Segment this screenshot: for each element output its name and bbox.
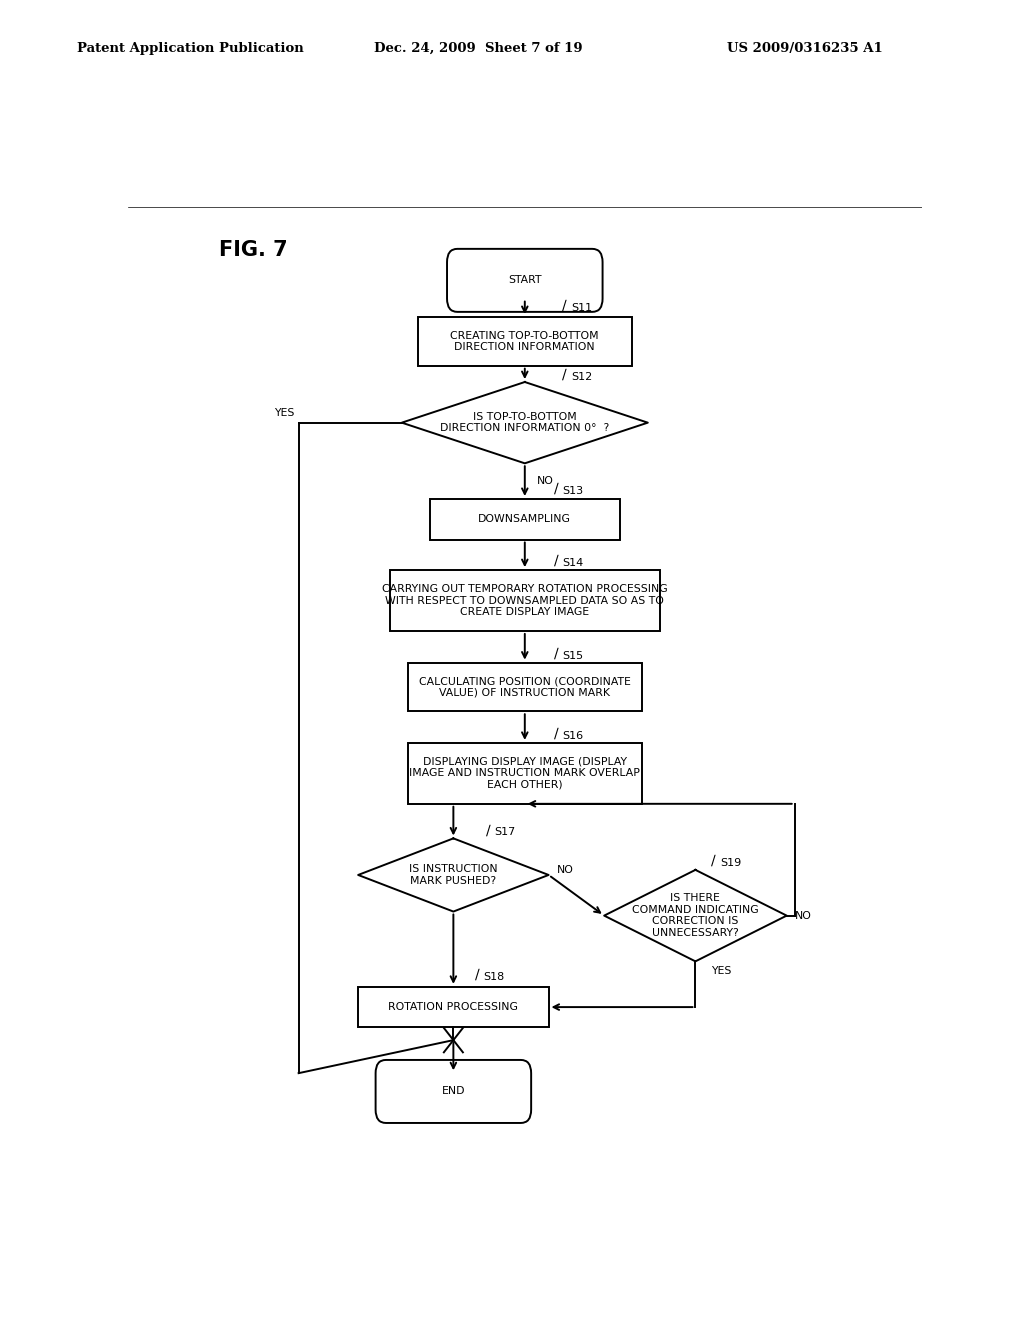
Text: ∕: ∕ (475, 968, 479, 982)
Text: DOWNSAMPLING: DOWNSAMPLING (478, 515, 571, 524)
Bar (408, 743, 642, 804)
Text: IS TOP-TO-BOTTOM
DIRECTION INFORMATION 0°  ?: IS TOP-TO-BOTTOM DIRECTION INFORMATION 0… (440, 412, 609, 433)
Bar (418, 317, 632, 366)
Text: Dec. 24, 2009  Sheet 7 of 19: Dec. 24, 2009 Sheet 7 of 19 (374, 42, 583, 55)
Text: ∕: ∕ (562, 298, 567, 313)
Text: CARRYING OUT TEMPORARY ROTATION PROCESSING
WITH RESPECT TO DOWNSAMPLED DATA SO A: CARRYING OUT TEMPORARY ROTATION PROCESSI… (382, 583, 668, 618)
Polygon shape (604, 870, 786, 961)
Text: ∕: ∕ (712, 854, 716, 867)
Bar (358, 987, 549, 1027)
Text: S11: S11 (570, 302, 592, 313)
Text: NO: NO (557, 865, 573, 875)
Polygon shape (401, 381, 648, 463)
Text: S19: S19 (720, 858, 741, 867)
Bar (430, 499, 621, 540)
Text: ∕: ∕ (486, 824, 490, 837)
Bar (408, 663, 642, 711)
Text: Patent Application Publication: Patent Application Publication (77, 42, 303, 55)
Polygon shape (358, 838, 549, 912)
Text: START: START (508, 276, 542, 285)
Text: S17: S17 (495, 828, 516, 837)
FancyBboxPatch shape (376, 1060, 531, 1123)
Text: ∕: ∕ (554, 554, 558, 568)
Text: FIG. 7: FIG. 7 (219, 240, 288, 260)
Text: ∕: ∕ (554, 727, 558, 741)
Text: CREATING TOP-TO-BOTTOM
DIRECTION INFORMATION: CREATING TOP-TO-BOTTOM DIRECTION INFORMA… (451, 330, 599, 352)
Text: NO: NO (795, 911, 811, 920)
Bar (390, 570, 659, 631)
Text: S12: S12 (570, 372, 592, 381)
Text: ROTATION PROCESSING: ROTATION PROCESSING (388, 1002, 518, 1012)
Text: S16: S16 (562, 731, 584, 741)
Text: ∕: ∕ (554, 647, 558, 660)
Text: S13: S13 (562, 486, 584, 496)
Text: S18: S18 (483, 972, 505, 982)
Text: IS INSTRUCTION
MARK PUSHED?: IS INSTRUCTION MARK PUSHED? (409, 865, 498, 886)
Text: S15: S15 (562, 651, 584, 660)
Text: S14: S14 (562, 558, 584, 568)
FancyBboxPatch shape (447, 249, 602, 312)
Text: YES: YES (712, 966, 732, 977)
Text: US 2009/0316235 A1: US 2009/0316235 A1 (727, 42, 883, 55)
Text: NO: NO (537, 475, 554, 486)
Text: ∕: ∕ (562, 368, 567, 381)
Text: DISPLAYING DISPLAY IMAGE (DISPLAY
IMAGE AND INSTRUCTION MARK OVERLAP
EACH OTHER): DISPLAYING DISPLAY IMAGE (DISPLAY IMAGE … (410, 756, 640, 789)
Text: END: END (441, 1086, 465, 1097)
Text: IS THERE
COMMAND INDICATING
CORRECTION IS
UNNECESSARY?: IS THERE COMMAND INDICATING CORRECTION I… (632, 894, 759, 939)
Text: YES: YES (274, 408, 295, 417)
Text: CALCULATING POSITION (COORDINATE
VALUE) OF INSTRUCTION MARK: CALCULATING POSITION (COORDINATE VALUE) … (419, 676, 631, 698)
Text: ∕: ∕ (554, 482, 558, 496)
